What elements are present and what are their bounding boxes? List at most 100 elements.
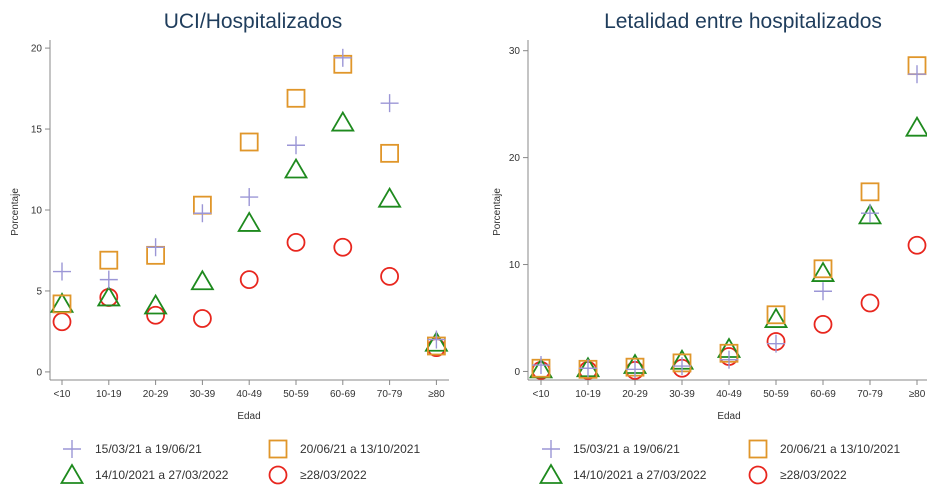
- x-tick-label: 70-79: [377, 389, 403, 400]
- y-tick-label: 20: [31, 44, 43, 55]
- legend-label: 14/10/2021 a 27/03/2022: [95, 468, 229, 482]
- data-point: [626, 360, 644, 379]
- data-point: [907, 235, 927, 255]
- x-tick-label: 50-59: [763, 389, 789, 400]
- data-point: [766, 305, 786, 325]
- legend-marker: [748, 439, 768, 459]
- x-tick-label: 50-59: [283, 389, 309, 400]
- y-tick-label: 30: [509, 46, 521, 57]
- x-tick-label: 60-69: [330, 389, 356, 400]
- y-tick-label: 0: [514, 367, 520, 378]
- data-point: [53, 262, 71, 281]
- data-point: [380, 94, 399, 113]
- plot-area: 0 10 20 30 <10 10-19 20-29 30-39 40-49 50-59 60-69…: [509, 40, 927, 400]
- legend-label: 20/06/21 a 13/10/2021: [300, 442, 420, 456]
- y-tick-label: 10: [31, 206, 43, 217]
- legend-item: 20/06/21 a 13/10/2021: [268, 439, 420, 459]
- y-tick-label: 0: [36, 367, 42, 378]
- data-point: [673, 357, 691, 376]
- square-icon: [268, 439, 288, 459]
- x-tick-label: 70-79: [857, 389, 883, 400]
- data-point: [810, 261, 836, 282]
- data-point: [287, 136, 305, 155]
- legend-marker: [63, 440, 81, 458]
- legend-marker: [748, 465, 768, 485]
- x-tick-label: ≥80: [909, 389, 926, 400]
- data-point: [720, 350, 738, 369]
- data-point: [579, 359, 597, 378]
- triangle-icon: [538, 463, 564, 484]
- data-point: [146, 238, 165, 257]
- x-tick-label: <10: [533, 389, 550, 400]
- plot-area: 0 5 10 15 20 <10 10-19 20-29 30-39 40-49 50-59 60-6…: [31, 40, 449, 400]
- y-tick-label: 5: [36, 286, 42, 297]
- x-tick-label: ≥80: [428, 389, 445, 400]
- data-point: [860, 182, 880, 202]
- data-point: [380, 143, 400, 163]
- data-point: [286, 232, 306, 252]
- x-axis-label: Edad: [237, 411, 260, 422]
- series-triangle: [49, 110, 449, 352]
- x-tick-label: 10-19: [96, 389, 122, 400]
- data-point: [532, 356, 550, 375]
- data-point: [237, 211, 262, 232]
- data-point: [813, 259, 833, 279]
- chart-title: UCI/Hospitalizados: [164, 10, 343, 33]
- legend-item: 14/10/2021 a 27/03/2022: [538, 463, 707, 484]
- data-point: [763, 307, 789, 328]
- legend-item: 14/10/2021 a 27/03/2022: [59, 463, 229, 484]
- square-icon: [748, 439, 768, 459]
- data-point: [99, 250, 119, 270]
- legend-label: 14/10/2021 a 27/03/2022: [573, 468, 707, 482]
- data-point: [813, 315, 833, 334]
- legend-item: ≥28/03/2022: [748, 465, 847, 485]
- data-point: [333, 237, 353, 257]
- legend-item: 15/03/21 a 19/06/21: [542, 440, 680, 458]
- legend-label: 20/06/21 a 13/10/2021: [780, 442, 900, 456]
- data-point: [333, 48, 352, 67]
- data-point: [908, 65, 926, 84]
- data-point: [286, 88, 306, 108]
- series-square: [52, 54, 446, 356]
- plus-icon: [63, 440, 81, 458]
- legend-label: ≥28/03/2022: [300, 468, 367, 482]
- data-point: [99, 270, 118, 289]
- x-axis-label: Edad: [717, 411, 740, 422]
- data-point: [239, 132, 259, 152]
- data-point: [860, 293, 880, 313]
- x-tick-label: 20-29: [143, 389, 169, 400]
- data-point: [283, 157, 309, 179]
- x-tick-label: <10: [54, 389, 71, 400]
- series-plus: [53, 48, 446, 349]
- data-point: [814, 282, 832, 301]
- x-tick-label: 30-39: [669, 389, 695, 400]
- x-tick-label: 30-39: [190, 389, 216, 400]
- legend-marker: [268, 439, 288, 459]
- y-tick-label: 20: [509, 153, 521, 164]
- y-axis-label: Porcentaje: [10, 188, 21, 236]
- data-point: [143, 293, 168, 315]
- triangle-icon: [59, 463, 85, 484]
- x-tick-label: 40-49: [716, 389, 742, 400]
- x-tick-label: 60-69: [810, 389, 836, 400]
- legend-item: ≥28/03/2022: [268, 465, 367, 485]
- x-tick-label: 10-19: [575, 389, 601, 400]
- legend-marker: [542, 440, 560, 458]
- data-point: [904, 115, 927, 137]
- legend-item: 20/06/21 a 13/10/2021: [748, 439, 900, 459]
- y-tick-label: 10: [509, 260, 521, 271]
- plus-icon: [542, 440, 560, 458]
- legend-left: 15/03/21 a 19/06/21 20/06/21 a 13/10/202…: [59, 439, 420, 485]
- legend-marker: [59, 463, 85, 484]
- data-point: [424, 330, 449, 352]
- series-plus: [532, 65, 926, 379]
- data-point: [377, 186, 402, 208]
- data-point: [190, 269, 215, 291]
- series-triangle: [528, 115, 927, 379]
- data-point: [861, 204, 879, 223]
- panel-uci-hospitalizados: UCI/Hospitalizados Porcentaje Edad 0 5 10 1…: [10, 10, 449, 422]
- legend-label: ≥28/03/2022: [780, 468, 847, 482]
- data-point: [427, 330, 446, 349]
- data-point: [96, 285, 121, 307]
